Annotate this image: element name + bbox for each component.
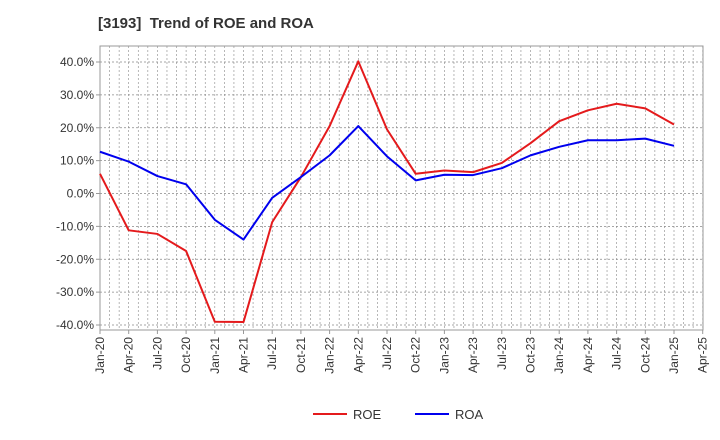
- x-tick-label: Jul-23: [495, 337, 509, 370]
- chart-title: [3193] Trend of ROE and ROA: [98, 15, 314, 32]
- y-tick-label: -20.0%: [56, 252, 94, 266]
- series-line-roa: [99, 125, 675, 241]
- x-tick-label: Oct-24: [638, 337, 652, 373]
- x-tick-label: Jan-23: [437, 337, 451, 374]
- x-tick-label: Jul-20: [150, 337, 164, 370]
- series-line-roe: [99, 60, 675, 324]
- x-tick-label: Apr-21: [237, 337, 251, 373]
- grid: [99, 46, 704, 330]
- x-tick-label: Jul-21: [265, 337, 279, 370]
- y-tick-label: -10.0%: [56, 219, 94, 233]
- y-tick-label: 0.0%: [67, 187, 95, 201]
- y-tick-label: 30.0%: [60, 88, 94, 102]
- x-tick-label: Oct-21: [294, 337, 308, 373]
- legend: ROE ROA: [313, 407, 484, 422]
- x-tick-label: Apr-23: [466, 337, 480, 373]
- x-tick-label: Apr-22: [351, 337, 365, 373]
- x-tick-label: Jul-24: [610, 337, 624, 370]
- y-tick-label: -40.0%: [56, 318, 94, 332]
- legend-label-roa: ROA: [455, 407, 484, 422]
- x-tick-label: Jan-20: [93, 337, 107, 374]
- x-tick-label: Apr-24: [581, 337, 595, 373]
- plot-area: [99, 45, 704, 331]
- x-tick-label: Jan-25: [667, 337, 681, 374]
- y-tick-label: 40.0%: [60, 55, 94, 69]
- x-tick-label: Jan-21: [208, 337, 222, 374]
- x-tick-label: Apr-20: [122, 337, 136, 373]
- x-tick-label: Oct-20: [179, 337, 193, 373]
- y-tick-label: 10.0%: [60, 154, 94, 168]
- y-axis-ticks: 40.0% 30.0% 20.0% 10.0% 0.0% -10.0% -20.0% -30.…: [56, 55, 100, 332]
- x-axis-ticks: Jan-20 Apr-20 Jul-20 Oct-20 Jan-21 Apr-21 Jul-…: [93, 330, 710, 374]
- y-tick-label: -30.0%: [56, 285, 94, 299]
- x-tick-label: Oct-23: [524, 337, 538, 373]
- legend-label-roe: ROE: [353, 407, 382, 422]
- series-lines: [99, 60, 675, 324]
- x-tick-label: Jan-22: [323, 337, 337, 374]
- x-tick-label: Apr-25: [696, 337, 710, 373]
- x-tick-label: Jul-22: [380, 337, 394, 370]
- x-tick-label: Oct-22: [409, 337, 423, 373]
- x-tick-label: Jan-24: [552, 337, 566, 374]
- y-tick-label: 20.0%: [60, 121, 94, 135]
